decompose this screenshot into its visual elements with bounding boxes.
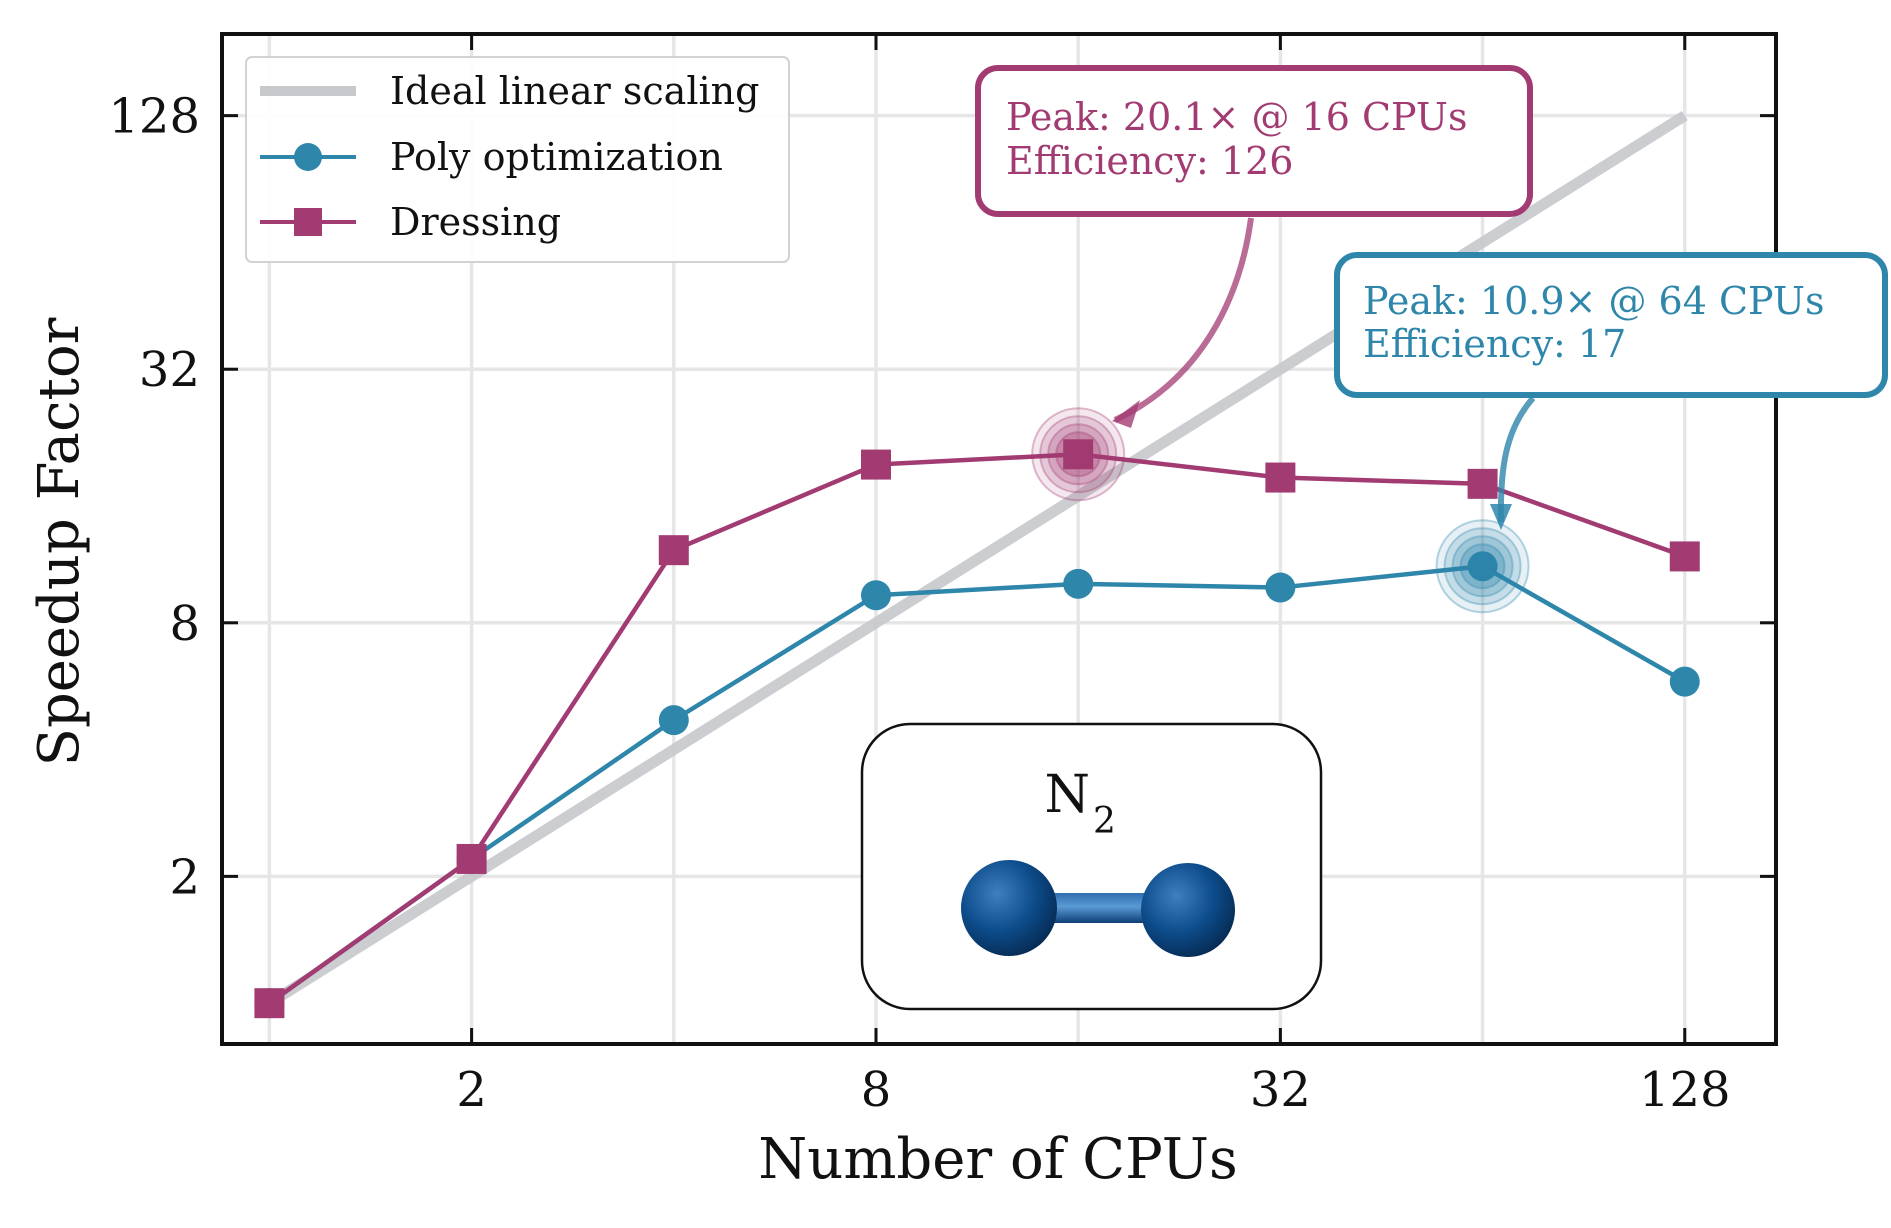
x-axis-label: Number of CPUs xyxy=(758,1127,1237,1192)
data-point-dressing xyxy=(1467,468,1498,499)
x-tick-label: 128 xyxy=(1639,1062,1731,1118)
annotation-poly-peak: Peak: 10.9× @ 64 CPUs Efficiency: 17 xyxy=(1334,252,1888,530)
annotation-dressing-peak: Peak: 20.1× @ 16 CPUs Efficiency: 126 xyxy=(975,65,1533,428)
y-axis-label: Speedup Factor xyxy=(27,317,92,766)
data-point-dressing xyxy=(456,843,487,874)
data-point-poly xyxy=(1467,551,1498,582)
inset-molecule-subscript: 2 xyxy=(1093,801,1116,842)
series-line-poly xyxy=(268,563,1686,1006)
data-point-dressing xyxy=(1063,439,1094,470)
annotation-dressing-line1: Peak: 20.1× @ 16 CPUs xyxy=(1006,95,1467,139)
data-point-poly xyxy=(860,580,891,611)
annotation-poly-arrowhead xyxy=(1490,504,1512,530)
annotation-dressing-arrow xyxy=(1113,217,1254,423)
legend: Ideal linear scaling Poly optimization D… xyxy=(245,56,790,263)
data-point-poly xyxy=(1265,572,1296,603)
data-point-dressing xyxy=(1669,541,1700,572)
x-tick-label: 8 xyxy=(861,1062,892,1118)
legend-entry-dressing: Dressing xyxy=(260,200,561,244)
annotation-dressing-line2: Efficiency: 126 xyxy=(1006,139,1293,183)
data-point-dressing xyxy=(658,535,689,566)
legend-entry-ideal: Ideal linear scaling xyxy=(260,69,759,113)
legend-label-ideal: Ideal linear scaling xyxy=(390,69,759,113)
axes: 2 8 32 128 2 8 32 128 xyxy=(108,32,1778,1118)
y-tick-label: 32 xyxy=(139,342,200,398)
data-point-dressing xyxy=(1265,462,1296,493)
y-tick-label: 8 xyxy=(169,596,200,652)
data-point-poly xyxy=(1063,568,1094,599)
molecule-atom-right xyxy=(1141,863,1235,957)
y-tick-label: 128 xyxy=(108,89,200,145)
peak-halo-dressing xyxy=(1031,407,1126,502)
x-tick-label: 32 xyxy=(1250,1062,1311,1118)
y-tick-label: 2 xyxy=(169,849,200,905)
annotation-poly-arrow xyxy=(1497,396,1536,523)
annotation-poly-line2: Efficiency: 17 xyxy=(1363,322,1626,366)
peak-halo-poly xyxy=(1435,519,1530,614)
series-line-dressing xyxy=(268,452,1686,1006)
data-point-dressing xyxy=(860,449,891,480)
inset-molecule-label: N xyxy=(1045,765,1091,825)
data-point-poly xyxy=(1669,666,1700,697)
annotation-dressing-arrowhead xyxy=(1112,400,1140,428)
legend-label-poly: Poly optimization xyxy=(390,135,723,179)
plot-frame xyxy=(220,32,1778,1046)
data-point-poly xyxy=(658,705,689,736)
legend-label-dressing: Dressing xyxy=(390,200,561,244)
legend-entry-poly: Poly optimization xyxy=(260,135,723,179)
x-tick-label: 2 xyxy=(456,1062,487,1118)
molecule-atom-left xyxy=(961,860,1057,956)
molecule-inset: N 2 xyxy=(860,722,1323,1011)
annotation-poly-line1: Peak: 10.9× @ 64 CPUs xyxy=(1363,279,1824,323)
data-point-dressing xyxy=(254,988,285,1019)
